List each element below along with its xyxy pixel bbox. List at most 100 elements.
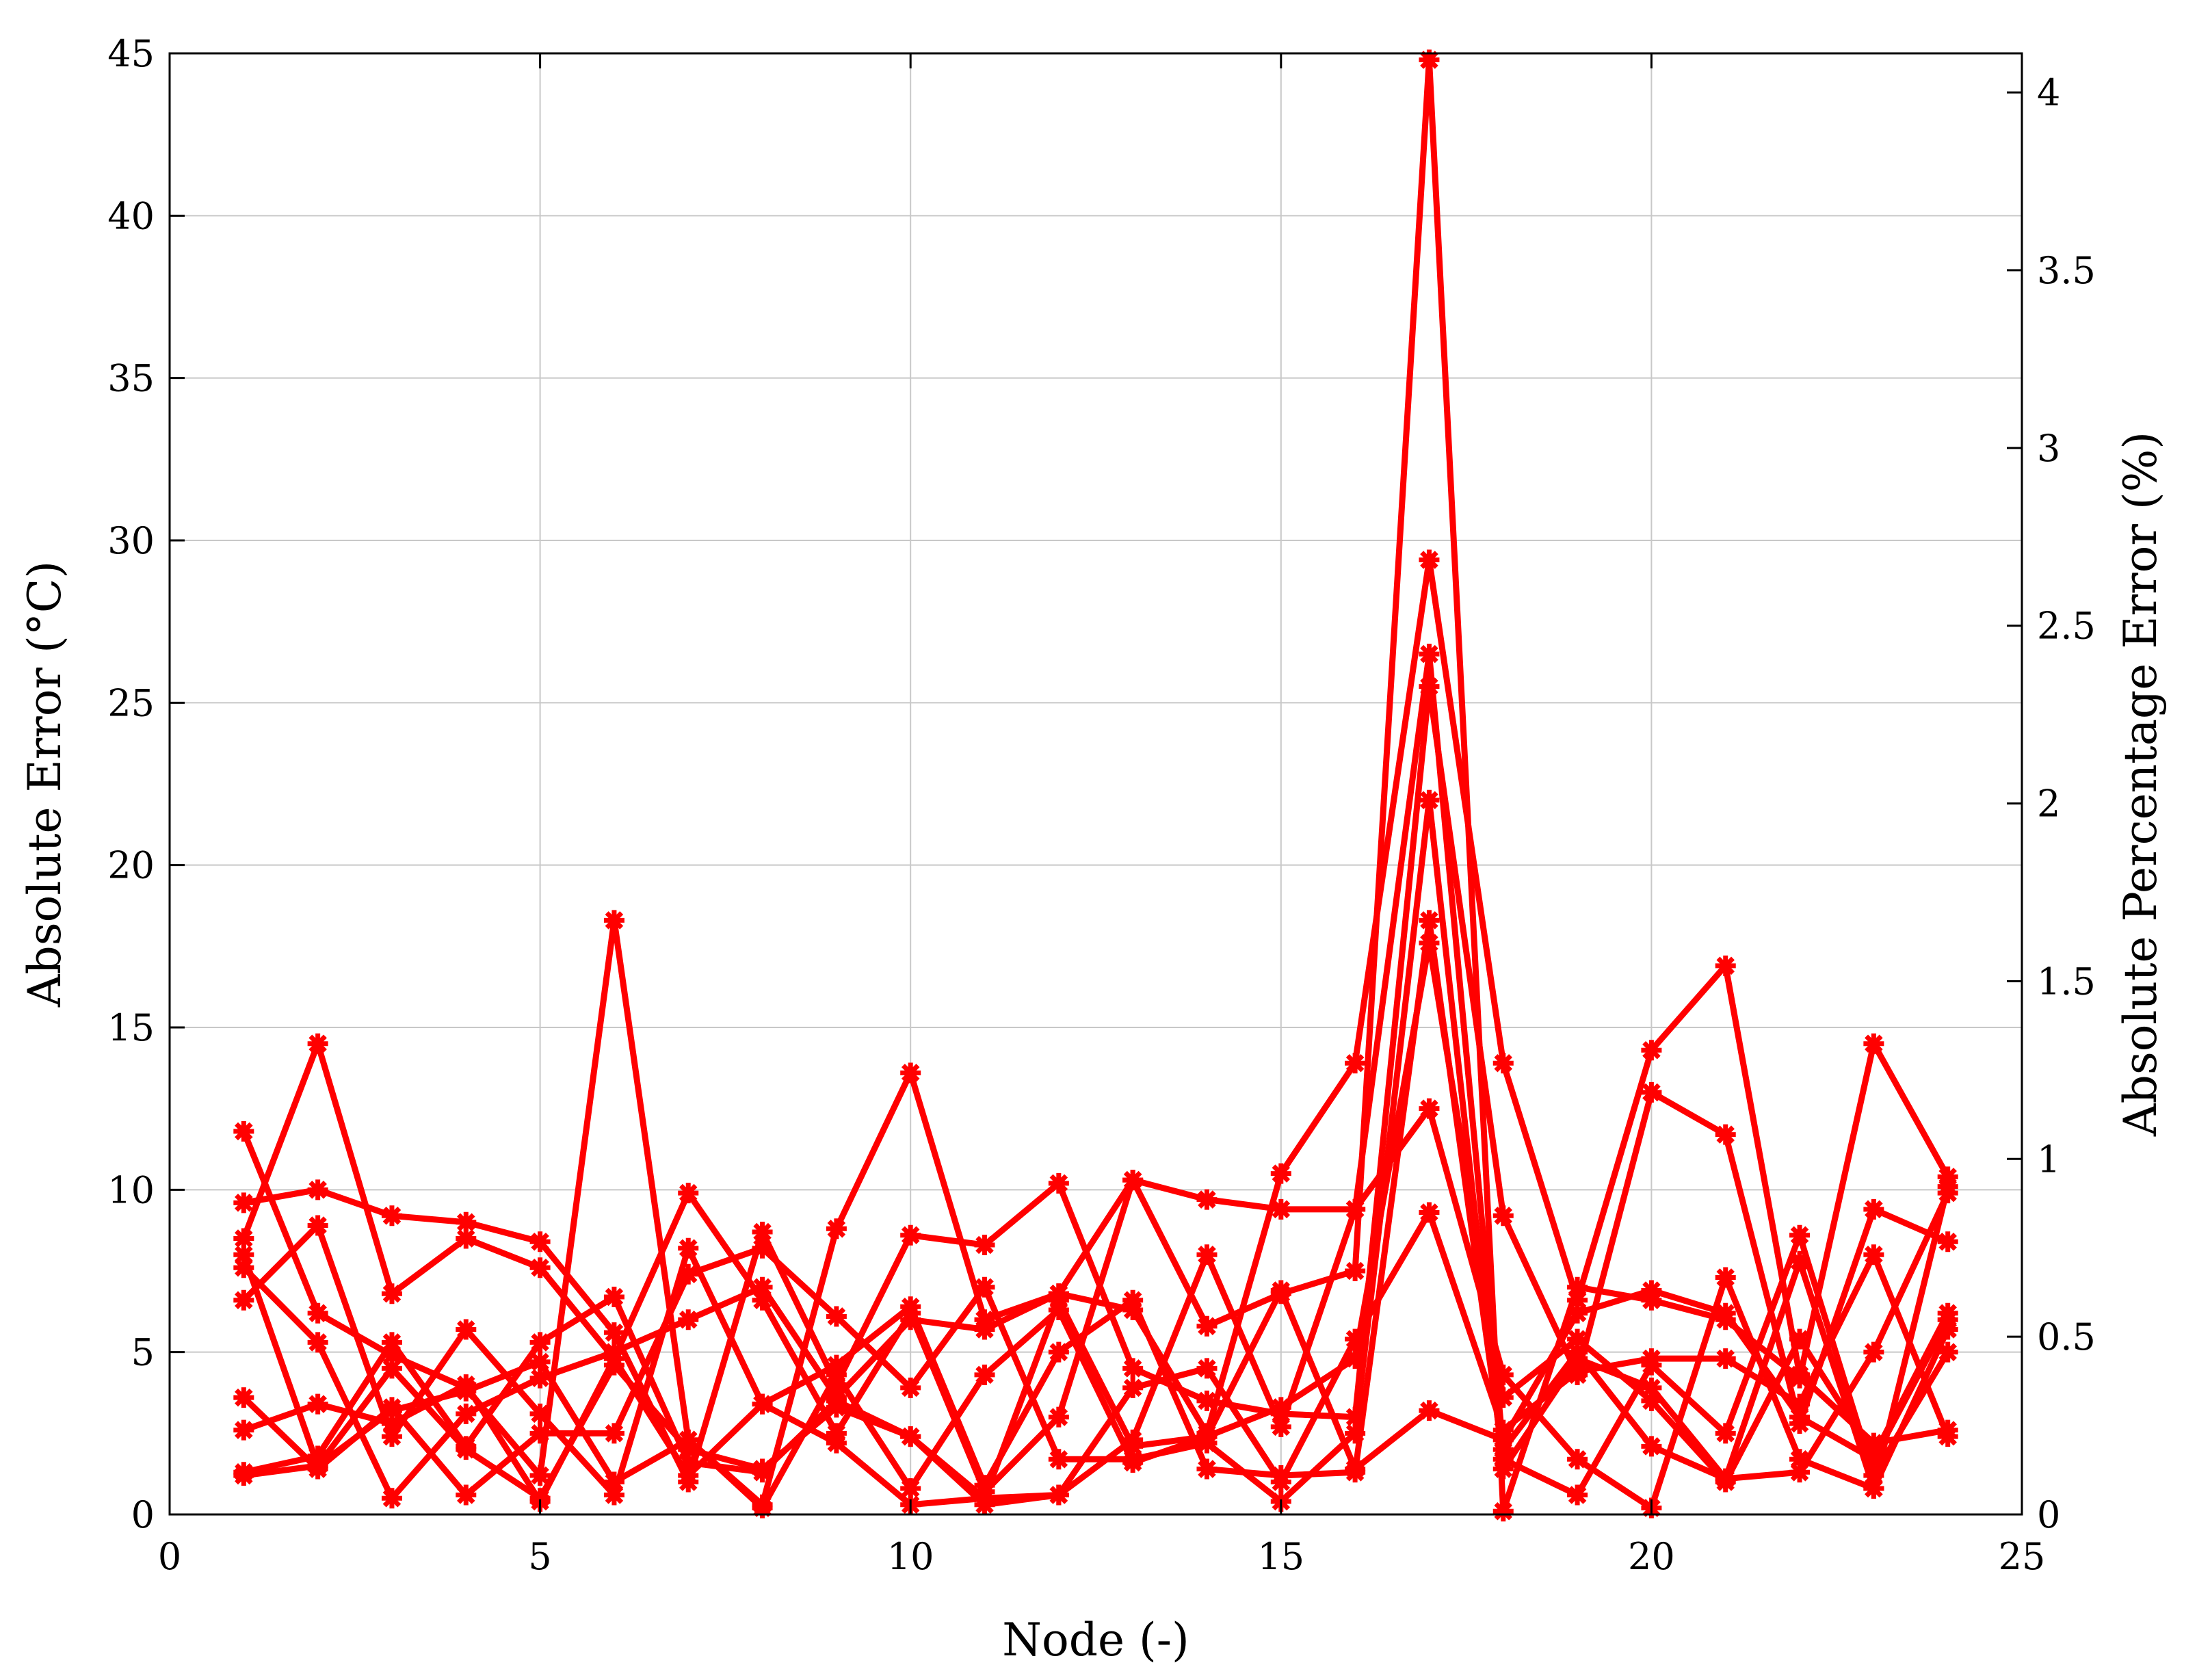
- data-point-marker: [381, 1205, 402, 1226]
- data-point-marker: [1567, 1328, 1588, 1350]
- y-tick-label: 35: [107, 357, 155, 400]
- y2-tick-label: 0.5: [2037, 1315, 2096, 1359]
- y-tick-label: 15: [107, 1006, 155, 1049]
- y-tick-label: 45: [107, 32, 155, 75]
- data-point-marker: [603, 1423, 624, 1444]
- data-point-marker: [974, 1488, 995, 1509]
- data-point-marker: [1345, 1458, 1366, 1480]
- data-point-marker: [1567, 1348, 1588, 1369]
- data-point-marker: [1567, 1484, 1588, 1506]
- data-point-marker: [1270, 1198, 1291, 1220]
- data-point-marker: [529, 1403, 551, 1424]
- data-point-marker: [1715, 1471, 1736, 1493]
- series-line: [242, 917, 1951, 1505]
- data-point-marker: [1863, 1033, 1884, 1054]
- data-point-marker: [974, 1319, 995, 1340]
- data-point-marker: [1567, 1449, 1588, 1470]
- data-point-marker: [456, 1380, 477, 1402]
- data-point-marker: [752, 1222, 773, 1243]
- data-point-marker: [678, 1183, 699, 1204]
- data-point-marker: [900, 1309, 921, 1330]
- y-tick-label: 25: [107, 681, 155, 724]
- data-point-marker: [1715, 1267, 1736, 1288]
- data-point-marker: [900, 1377, 921, 1398]
- data-point-marker: [1567, 1361, 1588, 1382]
- data-point-marker: [1789, 1224, 1811, 1246]
- data-point-marker: [381, 1345, 402, 1366]
- data-point-marker: [974, 1235, 995, 1256]
- data-point-marker: [678, 1263, 699, 1285]
- data-point-marker: [529, 1465, 551, 1486]
- data-point-marker: [456, 1439, 477, 1460]
- data-point-marker: [1345, 1261, 1366, 1281]
- x-tick-label: 5: [528, 1535, 551, 1578]
- data-point-marker: [1863, 1244, 1884, 1265]
- data-point-marker: [752, 1393, 773, 1415]
- data-point-marker: [381, 1413, 402, 1434]
- data-point-marker: [603, 1286, 624, 1307]
- data-point-marker: [307, 1215, 328, 1236]
- x-tick-label: 20: [1628, 1535, 1675, 1578]
- data-point-marker: [1789, 1250, 1811, 1272]
- data-point-marker: [307, 1302, 328, 1324]
- data-point-marker: [678, 1452, 699, 1473]
- data-point-marker: [1567, 1302, 1588, 1324]
- data-point-marker: [1789, 1328, 1811, 1350]
- data-point-marker: [1715, 955, 1736, 976]
- data-point-marker: [233, 1192, 254, 1213]
- data-point-marker: [1048, 1172, 1069, 1194]
- data-point-marker: [233, 1120, 254, 1142]
- data-point-marker: [1048, 1341, 1069, 1363]
- series-line: [241, 1253, 1951, 1501]
- data-point-marker: [974, 1475, 995, 1496]
- data-point-marker: [1492, 1449, 1514, 1470]
- x-tick-label: 0: [158, 1535, 181, 1578]
- data-point-marker: [381, 1332, 402, 1353]
- data-point-marker: [1567, 1289, 1588, 1311]
- data-point-marker: [529, 1351, 551, 1372]
- y2-tick-label: 0: [2037, 1493, 2060, 1536]
- series-line: [243, 1209, 1951, 1508]
- data-point-marker: [1789, 1393, 1811, 1415]
- data-point-marker: [1937, 1426, 1958, 1447]
- data-point-marker: [381, 1488, 402, 1509]
- data-point-marker: [1641, 1390, 1662, 1411]
- data-point-marker: [974, 1276, 995, 1298]
- data-point-marker: [1641, 1280, 1662, 1301]
- data-point-marker: [307, 1393, 328, 1415]
- data-point-marker: [1122, 1289, 1144, 1311]
- data-point-marker: [381, 1426, 402, 1447]
- data-point-marker: [1715, 1124, 1736, 1145]
- data-point-marker: [1863, 1341, 1884, 1363]
- data-point-marker: [456, 1211, 477, 1233]
- data-point-marker: [529, 1367, 551, 1389]
- data-point-marker: [1641, 1040, 1662, 1061]
- data-point-marker: [1345, 1348, 1366, 1369]
- x-tick-label: 10: [887, 1535, 934, 1578]
- data-point-marker: [1641, 1436, 1662, 1457]
- x-tick-label: 25: [1999, 1535, 2046, 1578]
- data-point-marker: [1345, 1198, 1366, 1220]
- data-point-marker: [1492, 1501, 1514, 1522]
- data-point-marker: [1196, 1358, 1218, 1379]
- data-point-marker: [678, 1309, 699, 1330]
- series-line: [241, 56, 1951, 1514]
- x-tick-label: 15: [1257, 1535, 1304, 1578]
- data-point-marker: [1122, 1377, 1144, 1398]
- data-point-marker: [1270, 1163, 1291, 1184]
- plot-frame: [168, 52, 2023, 1516]
- series-2: [233, 549, 1958, 1515]
- data-point-marker: [603, 910, 624, 931]
- y-tick-label: 30: [107, 519, 155, 562]
- data-point-marker: [1419, 1400, 1440, 1421]
- data-point-marker: [603, 1471, 624, 1493]
- data-point-marker: [752, 1237, 773, 1259]
- data-point-marker: [752, 1497, 773, 1519]
- data-point-marker: [900, 1478, 921, 1499]
- series-line: [241, 556, 1949, 1508]
- data-point-marker: [233, 1387, 254, 1408]
- data-point-marker: [381, 1358, 402, 1379]
- data-point-marker: [1196, 1458, 1218, 1480]
- data-point-marker: [678, 1237, 699, 1259]
